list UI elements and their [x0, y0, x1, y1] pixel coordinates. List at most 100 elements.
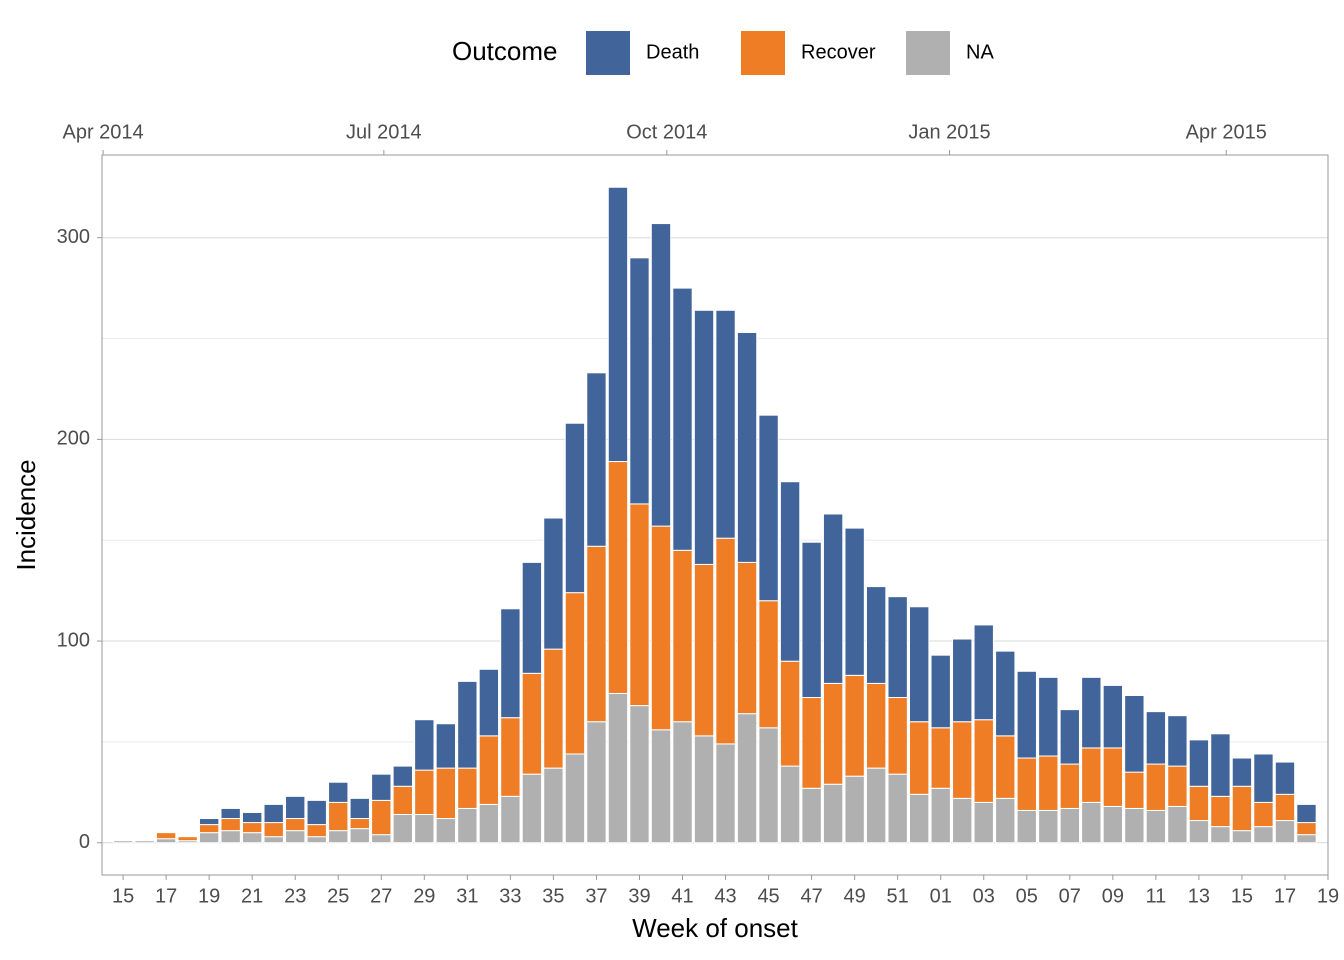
y-tick-label: 0	[79, 831, 90, 853]
bar-segment	[779, 765, 801, 844]
x-tick-label: 17	[1274, 885, 1296, 907]
bar-segment	[1274, 793, 1296, 822]
bar-segment	[779, 660, 801, 767]
bar-segment	[952, 797, 973, 844]
bar-segment	[543, 648, 564, 769]
bar-segment	[801, 787, 822, 844]
bar-segment	[607, 186, 629, 463]
bar-segment	[177, 836, 198, 842]
bar-segment	[220, 830, 241, 844]
bar-segment	[435, 818, 457, 844]
bar-segment	[1059, 807, 1080, 844]
bar-segment	[285, 795, 306, 820]
bar-segment	[1210, 826, 1231, 844]
bar-segment	[887, 773, 908, 844]
bar-segment	[435, 767, 457, 820]
bar-segment	[242, 822, 263, 834]
bar-segment	[543, 767, 564, 844]
bar-segment	[198, 832, 220, 844]
x-tick-label: 11	[1145, 885, 1166, 907]
bar-segment	[909, 793, 930, 844]
bar-segment	[112, 840, 134, 844]
x-tick-label: 17	[155, 885, 177, 907]
bar-segment	[349, 828, 370, 844]
bar-segment	[306, 824, 327, 838]
bar-segment	[198, 824, 220, 834]
bar-segment	[543, 517, 564, 650]
bar-segment	[844, 674, 865, 777]
bar-segment	[564, 422, 586, 594]
bar-segment	[478, 735, 500, 805]
x2-tick-label: Jul 2014	[346, 121, 422, 143]
x-tick-label: 27	[370, 885, 392, 907]
bar-segment	[328, 801, 349, 832]
x-tick-label: 13	[1188, 885, 1210, 907]
bar-segment	[1167, 765, 1188, 807]
y-axis-title: Incidence	[11, 459, 41, 570]
x-tick-label: 35	[542, 885, 564, 907]
bar-segment	[1145, 763, 1167, 811]
bar-segment	[822, 783, 844, 844]
bar-segment	[736, 561, 758, 715]
bar-segment	[1231, 785, 1253, 832]
bar-segment	[349, 797, 370, 820]
bar-segment	[478, 668, 500, 737]
bar-segment	[1231, 830, 1253, 844]
bar-segment	[1016, 809, 1037, 844]
bar-segment	[779, 481, 801, 662]
bar-segment	[1124, 695, 1145, 773]
bar-segment	[844, 775, 865, 844]
bar-segment	[392, 785, 413, 815]
x-tick-label: 25	[327, 885, 349, 907]
bar-segment	[500, 608, 521, 719]
bar-segment	[693, 309, 715, 565]
x-tick-label: 29	[413, 885, 435, 907]
bar-segment	[263, 836, 284, 844]
bar-segment	[586, 721, 607, 844]
bar-segment	[909, 606, 930, 723]
x2-tick-label: Apr 2015	[1186, 121, 1267, 143]
x-tick-label: 51	[887, 885, 909, 907]
bar-segment	[629, 705, 650, 844]
x-tick-label: 03	[973, 885, 995, 907]
bar-segment	[564, 753, 586, 844]
y-tick-label: 300	[57, 226, 90, 248]
bar-segment	[650, 729, 672, 844]
bar-segment	[865, 586, 887, 684]
bar-segment	[1102, 747, 1124, 807]
bar-segment	[220, 807, 241, 820]
bar-segment	[995, 797, 1016, 844]
bar-segment	[500, 795, 521, 844]
bar-segment	[822, 513, 844, 684]
bar-segment	[1188, 820, 1210, 844]
x-tick-label: 37	[585, 885, 607, 907]
bar-segment	[1145, 809, 1167, 844]
bar-segment	[392, 813, 413, 844]
bar-segment	[414, 719, 435, 771]
x-tick-label: 23	[284, 885, 306, 907]
bar-segment	[1296, 803, 1317, 824]
bar-segment	[865, 682, 887, 769]
bar-segment	[995, 735, 1016, 799]
bar-segment	[1038, 809, 1059, 844]
bar-segment	[414, 813, 435, 844]
bar-segment	[715, 309, 736, 539]
bar-segment	[457, 807, 478, 844]
x-tick-label: 19	[1317, 885, 1339, 907]
y-tick-label: 200	[57, 428, 90, 450]
bar-segment	[285, 830, 306, 844]
x-tick-label: 07	[1059, 885, 1081, 907]
bar-segment	[220, 818, 241, 832]
bar-segment	[500, 717, 521, 797]
x-tick-label: 47	[800, 885, 822, 907]
bar-segment	[1016, 757, 1037, 811]
bar-segment	[1016, 670, 1037, 759]
bar-segment	[392, 765, 413, 787]
legend-label: NA	[966, 41, 994, 63]
bar-segment	[564, 592, 586, 755]
bar-segment	[930, 727, 951, 789]
x-tick-label: 31	[456, 885, 478, 907]
bar-segment	[693, 735, 715, 844]
bar-segment	[1210, 795, 1231, 828]
